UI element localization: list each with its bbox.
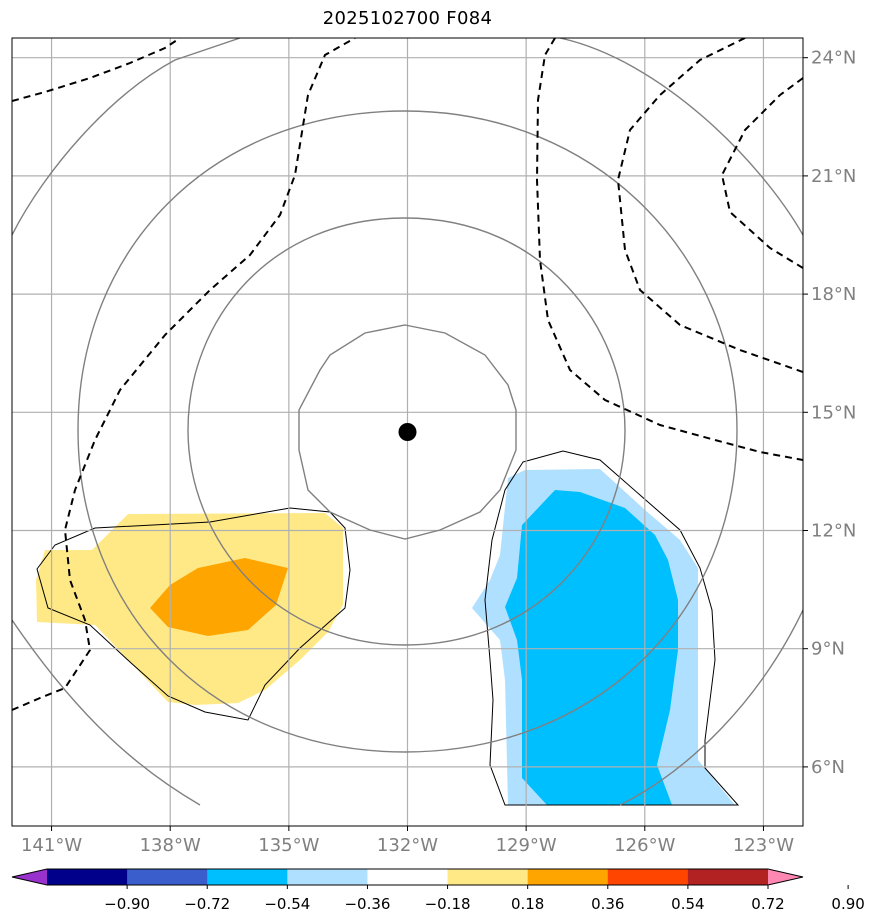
lat-tick-label: 15°N (811, 402, 856, 423)
colorbar-swatch-3 (287, 869, 368, 885)
lon-tick-label: 138°W (140, 835, 201, 856)
shading-orange-region (150, 558, 288, 636)
lat-tick-label: 12°N (811, 521, 856, 542)
thin-contour-west (36, 507, 351, 721)
colorbar-extend-low (12, 869, 47, 885)
colorbar-level-label: 0.36 (591, 895, 624, 913)
lon-tick-label: 132°W (377, 835, 438, 856)
dashed-contour-east (616, 38, 803, 373)
colorbar-swatch-6 (527, 869, 609, 885)
colorbar-swatch-4 (367, 869, 449, 885)
colorbar-level-label: 0.72 (751, 895, 784, 913)
colorbar-swatch-1 (127, 869, 208, 885)
colorbar-level-label: −0.18 (425, 895, 471, 913)
colorbar-swatch-0 (47, 869, 128, 885)
range-ring-4 (12, 38, 803, 806)
colorbar-level-label: −0.72 (184, 895, 230, 913)
colorbar-swatch-2 (207, 869, 288, 885)
colorbar-swatch-7 (607, 869, 689, 885)
colorbar-level-label: 0.54 (671, 895, 704, 913)
colorbar-swatch-8 (687, 869, 769, 885)
lat-tick-label: 18°N (811, 284, 856, 305)
range-ring-inner (298, 324, 517, 540)
colorbar-level-label: −0.36 (344, 895, 390, 913)
colorbar-extend-high (768, 869, 803, 885)
colorbar-level-label: −0.54 (264, 895, 310, 913)
colorbar-level-label: 0.90 (831, 895, 864, 913)
lat-tick-label: 21°N (811, 166, 856, 187)
lon-tick-label: 129°W (496, 835, 557, 856)
thin-contour-east (484, 450, 740, 806)
colorbar-outline (11, 868, 804, 886)
colorbar-level-label: 0.18 (511, 895, 544, 913)
map-title: 2025102700 F084 (322, 8, 493, 29)
dashed-contours (12, 38, 803, 711)
dashed-contour-northwest (12, 38, 181, 102)
lat-tick-label: 24°N (811, 48, 856, 69)
range-rings (12, 38, 803, 806)
dashed-contour-central (535, 38, 803, 461)
storm-center-marker (398, 423, 417, 441)
dashed-contour-west (12, 38, 356, 711)
range-ring-2 (187, 217, 626, 646)
lon-tick-label: 141°W (21, 835, 82, 856)
dashed-contour-far-east (720, 77, 803, 269)
colorbar: −0.90 −0.72 −0.54 −0.36 −0.18 0.18 0.36 0.54 0.7… (11, 868, 865, 913)
range-ring-3 (77, 110, 738, 753)
colorbar-level-label: −0.90 (104, 895, 150, 913)
colorbar-swatch-5 (447, 869, 529, 885)
map-axes: 141°W 138°W 135°W 132°W 129°W 126°W 123°W 6°N 9°… (21, 48, 856, 856)
lon-tick-label: 123°W (733, 835, 794, 856)
lon-tick-label: 135°W (258, 835, 319, 856)
lat-tick-label: 9°N (811, 639, 845, 660)
lat-tick-label: 6°N (811, 757, 845, 778)
lon-tick-label: 126°W (614, 835, 675, 856)
map-plot-area (12, 38, 803, 826)
shading-blue-region (505, 490, 678, 805)
